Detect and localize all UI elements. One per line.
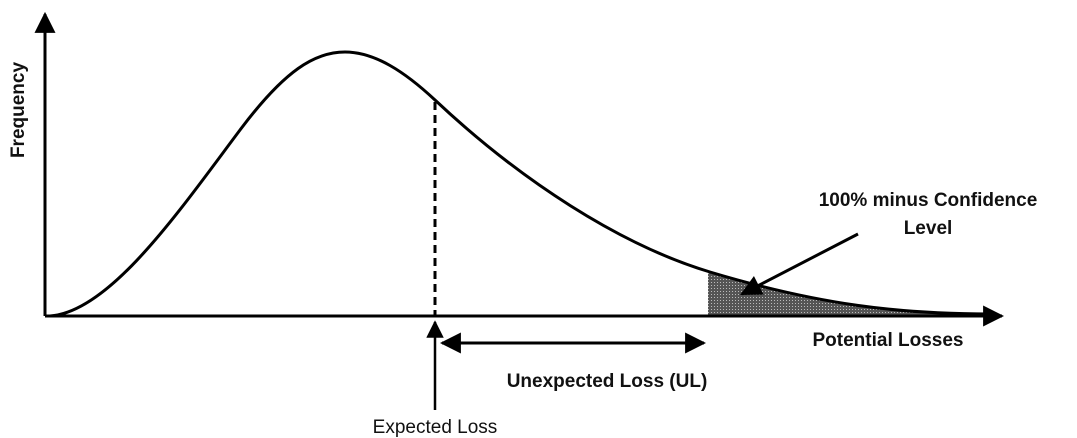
expected-loss-label: Expected Loss: [373, 417, 498, 438]
tail-area: [708, 272, 990, 316]
distribution-curve: [49, 50, 991, 318]
unexpected-loss-label: Unexpected Loss (UL): [507, 371, 708, 392]
confidence-label: 100% minus Confidence: [819, 190, 1038, 211]
confidence-label: Level: [904, 218, 953, 239]
confidence-pointer: [740, 232, 859, 296]
x-axis-label: Potential Losses: [813, 330, 964, 351]
y-axis-label: Frequency: [8, 62, 29, 159]
